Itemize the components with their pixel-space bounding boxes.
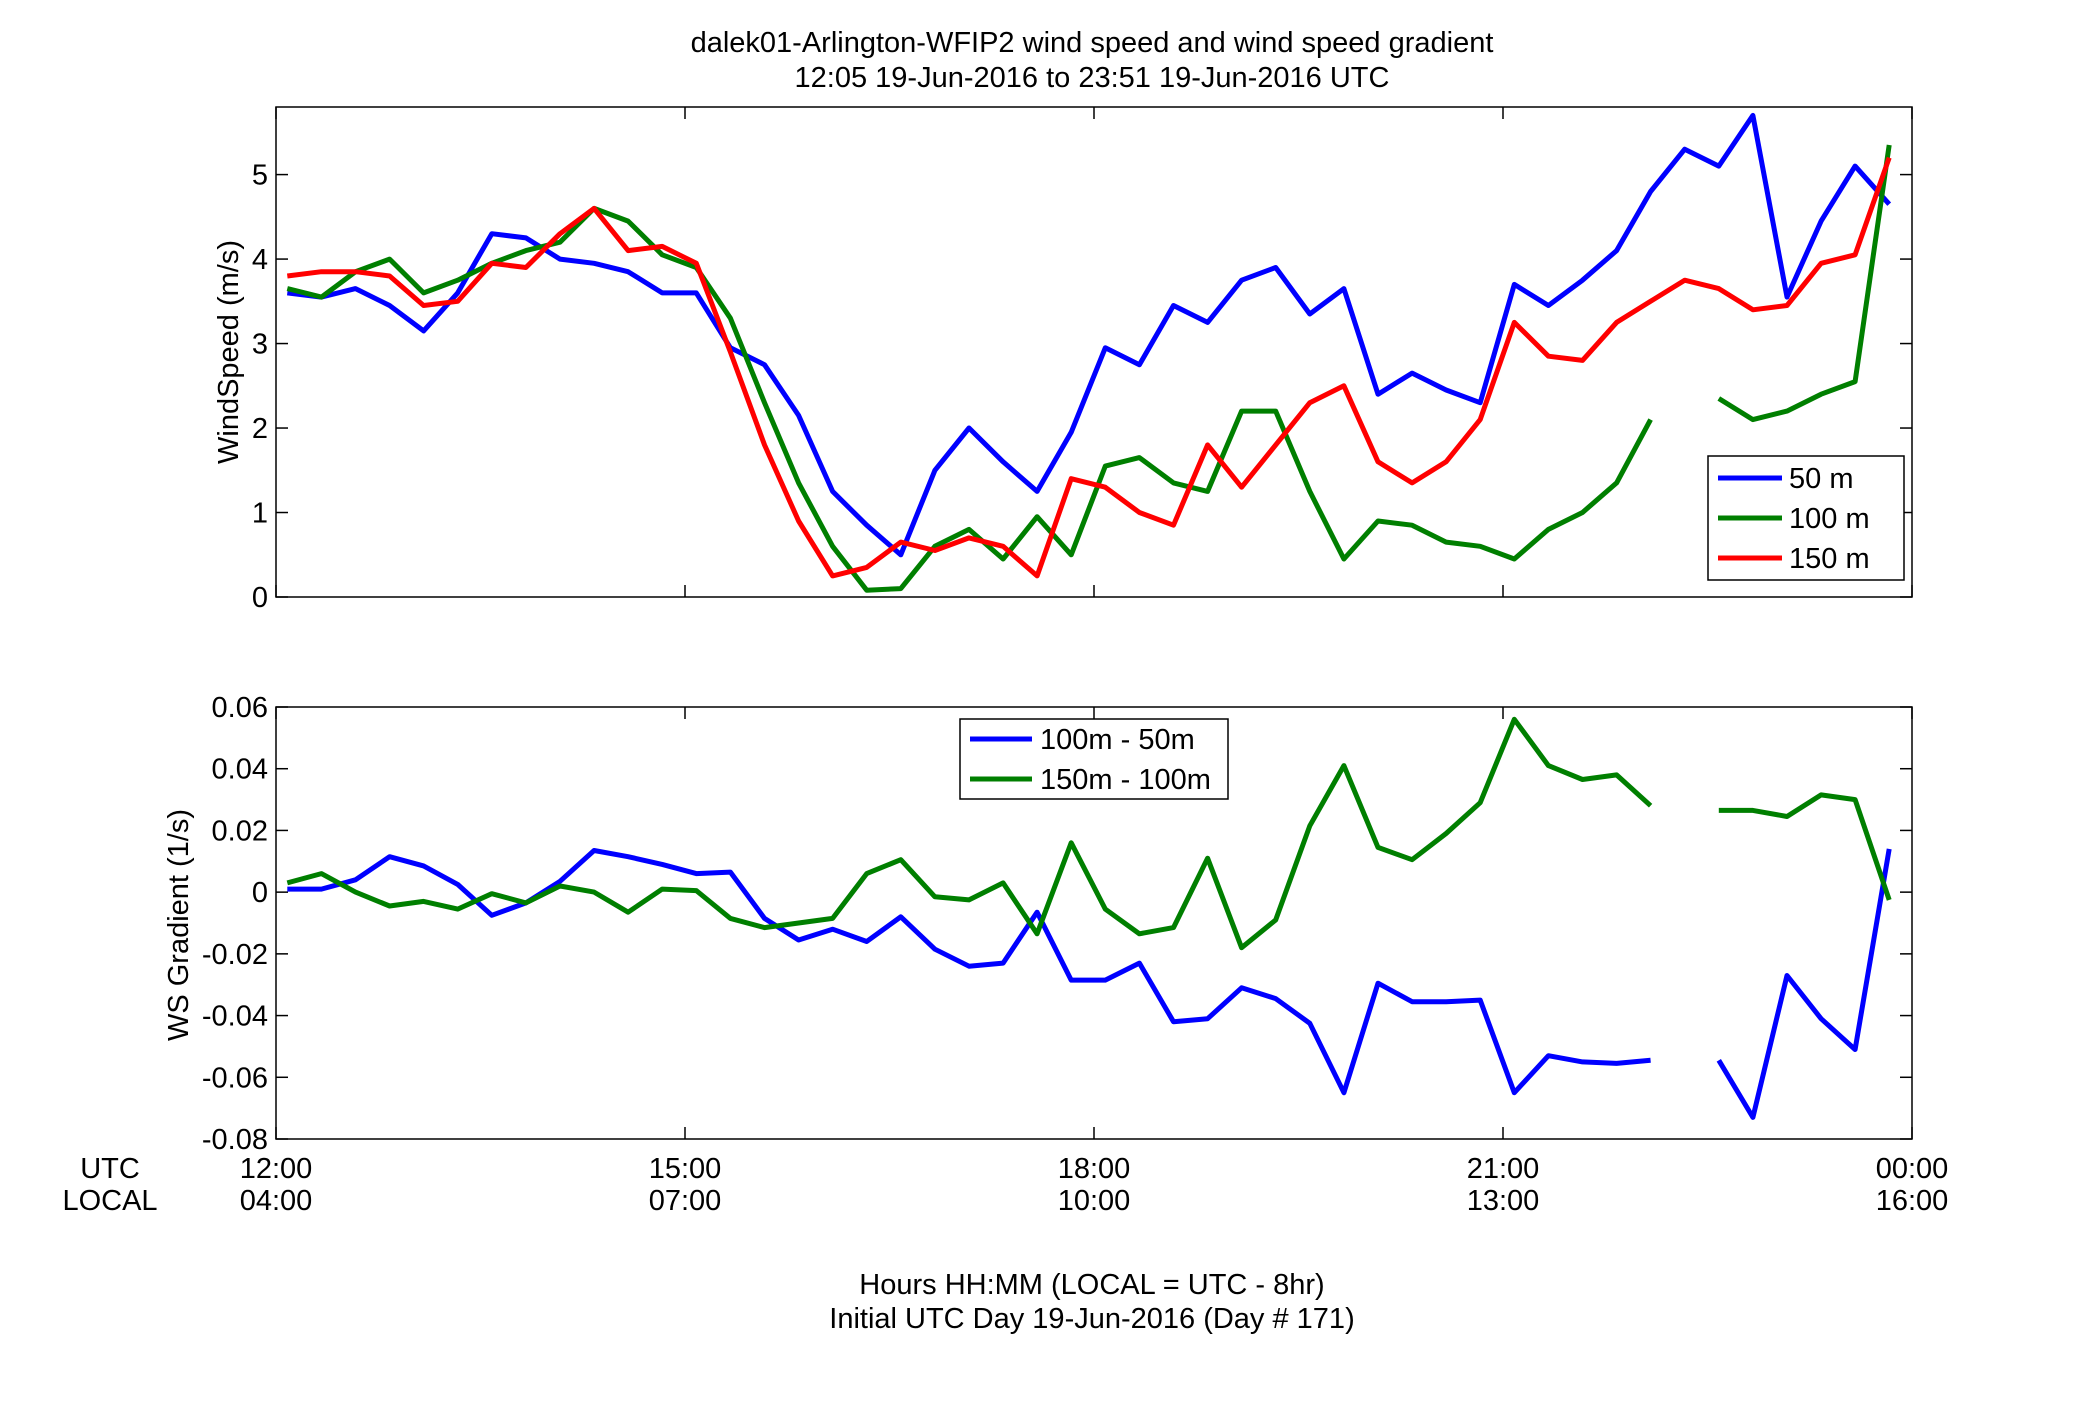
windspeed-y-tick-label: 2: [252, 413, 268, 445]
gradient-series: [286, 716, 1892, 1120]
x-tick-label-utc: 00:00: [1876, 1153, 1949, 1185]
gradient-series-line-150m-100m: [286, 716, 1653, 951]
windspeed-panel: 0 1 2 3 4 5 WindSpeed (m/s) 50 m 100 m 150 m: [213, 106, 1913, 614]
legend-label-150m: 150 m: [1789, 543, 1870, 575]
gradient-legend: 100m - 50m 150m - 100m: [959, 718, 1229, 800]
windspeed-y-ticks: 0 1 2 3 4 5: [252, 160, 1912, 614]
windspeed-series: [286, 112, 1892, 593]
x-tick-label-local: 04:00: [240, 1185, 313, 1217]
gradient-y-tick-label: 0: [252, 877, 268, 909]
gradient-y-axis-label: WS Gradient (1/s): [163, 809, 195, 1041]
x-tick-label-local: 16:00: [1876, 1185, 1949, 1217]
x-tick-label-utc: 12:00: [240, 1153, 313, 1185]
figure-title-line1: dalek01-Arlington-WFIP2 wind speed and w…: [691, 27, 1494, 59]
windspeed-y-tick-label: 4: [252, 244, 268, 276]
gradient-y-tick-label: -0.04: [202, 1001, 268, 1033]
windspeed-y-tick-label: 0: [252, 582, 268, 614]
gradient-y-tick-label: 0.06: [212, 692, 268, 724]
x-row-label-local: LOCAL: [62, 1185, 157, 1217]
gradient-panel: -0.08 -0.06 -0.04 -0.02 0 0.02 0.04 0.06 WS Gra…: [163, 692, 1913, 1156]
x-axis-label-line2: Initial UTC Day 19-Jun-2016 (Day # 171): [829, 1303, 1354, 1335]
gradient-y-tick-label: 0.02: [212, 815, 268, 847]
gradient-series-line-100m-50m: [1716, 848, 1892, 1120]
windspeed-legend: 50 m 100 m 150 m: [1707, 455, 1905, 581]
legend-label-150m-100m: 150m - 100m: [1040, 764, 1211, 796]
x-tick-label-utc: 18:00: [1058, 1153, 1131, 1185]
windspeed-series-line-100m: [286, 205, 1653, 593]
windspeed-y-axis-label: WindSpeed (m/s): [213, 240, 245, 464]
windspeed-series-line-50m: [286, 112, 1892, 558]
gradient-y-tick-label: -0.08: [202, 1124, 268, 1156]
windspeed-series-line-150m: [286, 156, 1892, 579]
windspeed-y-tick-label: 1: [252, 498, 268, 530]
windspeed-series-line-100m: [1717, 144, 1892, 423]
gradient-y-ticks: -0.08 -0.06 -0.04 -0.02 0 0.02 0.04 0.06: [202, 692, 1912, 1156]
gradient-y-tick-label: -0.02: [202, 939, 268, 971]
gradient-y-tick-label: -0.06: [202, 1062, 268, 1094]
x-tick-label-utc: 15:00: [649, 1153, 722, 1185]
legend-label-50m: 50 m: [1789, 463, 1853, 495]
gradient-series-line-150m-100m: [1718, 792, 1892, 901]
windspeed-y-tick-label: 3: [252, 329, 268, 361]
gradient-legend-box: [959, 718, 1229, 800]
windspeed-y-tick-label: 5: [252, 160, 268, 192]
windspeed-x-ticks: [275, 107, 1913, 597]
legend-label-100m-50m: 100m - 50m: [1040, 724, 1195, 756]
x-tick-label-utc: 21:00: [1467, 1153, 1540, 1185]
x-tick-label-local: 13:00: [1467, 1185, 1540, 1217]
x-row-label-utc: UTC: [80, 1153, 140, 1185]
x-tick-label-local: 10:00: [1058, 1185, 1131, 1217]
figure-title-line2: 12:05 19-Jun-2016 to 23:51 19-Jun-2016 U…: [795, 62, 1390, 94]
x-tick-label-local: 07:00: [649, 1185, 722, 1217]
x-axis-label-line1: Hours HH:MM (LOCAL = UTC - 8hr): [859, 1269, 1324, 1301]
windspeed-plot-frame: [275, 106, 1913, 598]
legend-label-100m: 100 m: [1789, 503, 1870, 535]
gradient-series-line-100m-50m: [287, 848, 1651, 1096]
gradient-y-tick-label: 0.04: [212, 754, 268, 786]
gradient-x-ticks: [275, 707, 1913, 1139]
